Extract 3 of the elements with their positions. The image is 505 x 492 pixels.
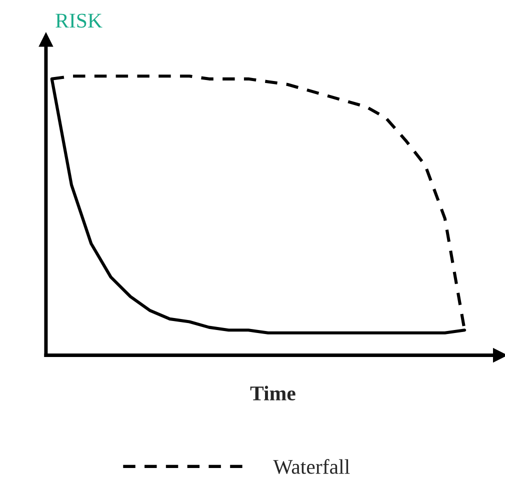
x-axis-title: Time (250, 386, 296, 400)
text: Waterfall (273, 459, 350, 474)
y-axis-title: RISK (56, 14, 102, 28)
